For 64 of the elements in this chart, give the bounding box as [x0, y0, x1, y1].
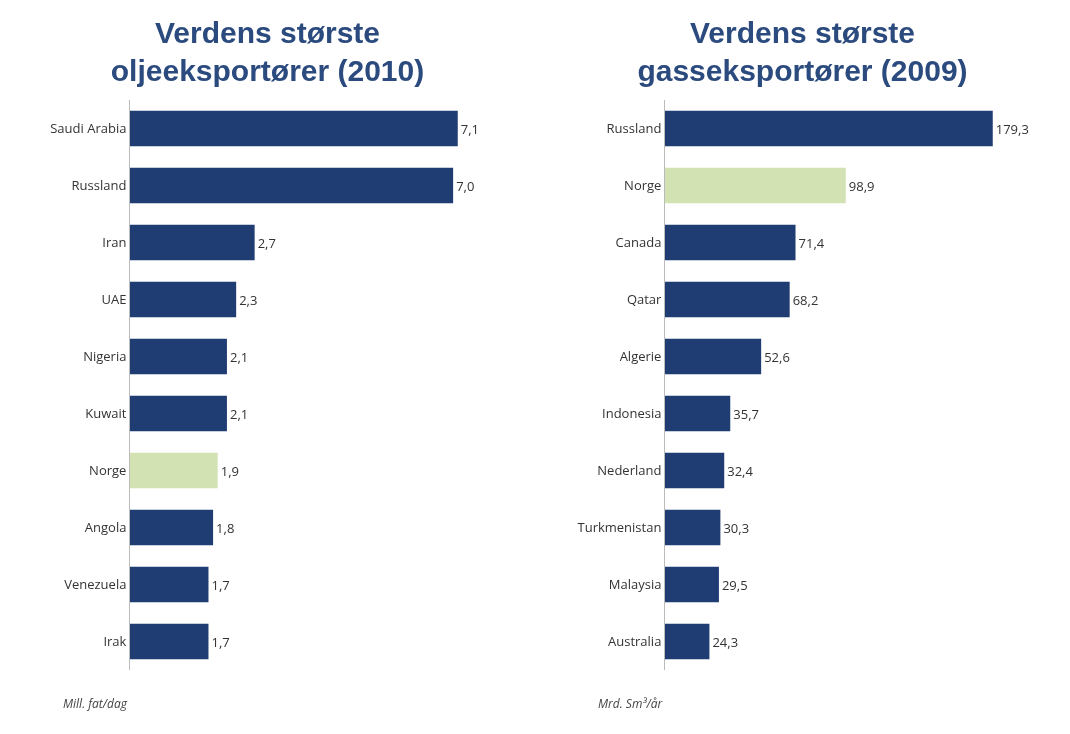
data-label: 7,0 [456, 176, 475, 195]
y-tick-label: Norge [89, 461, 127, 480]
y-tick-label: Canada [615, 233, 662, 252]
bar [665, 167, 846, 204]
bar [130, 167, 454, 204]
bar [130, 509, 214, 546]
data-label: 2,3 [239, 290, 258, 309]
data-label: 35,7 [733, 404, 759, 423]
bar [130, 224, 255, 261]
bar [665, 281, 790, 318]
bar [665, 110, 993, 147]
data-label: 71,4 [798, 233, 825, 252]
bar [665, 623, 710, 660]
bar [130, 566, 209, 603]
y-tick-label: Turkmenistan [577, 518, 662, 537]
data-label: 2,1 [229, 404, 249, 423]
y-tick-label: Irak [103, 632, 127, 651]
data-label: 1,7 [211, 632, 230, 651]
y-tick-label: Malaysia [608, 575, 662, 594]
y-tick-label: Algerie [619, 347, 662, 366]
chart-title: Verdens største oljeeksportører (2010) [109, 15, 426, 89]
data-label: 30,3 [723, 518, 750, 537]
data-label: 1,7 [211, 575, 230, 594]
bar [130, 338, 227, 375]
bar [130, 452, 218, 489]
bar [665, 509, 721, 546]
data-label: 179,3 [995, 119, 1029, 138]
data-label: 98,9 [848, 176, 875, 195]
data-label: 1,9 [220, 461, 239, 480]
y-tick-label: Iran [102, 233, 127, 252]
data-label: 2,7 [257, 233, 276, 252]
y-tick-label: Qatar [626, 290, 663, 309]
y-tick-label: Saudi Arabia [50, 119, 127, 138]
bar [665, 224, 796, 261]
y-tick-label: Kuwait [85, 404, 127, 423]
data-label: 24,3 [712, 632, 739, 651]
y-tick-label: Nigeria [83, 347, 127, 366]
y-tick-label: Norge [624, 176, 662, 195]
data-label: 68,2 [792, 290, 819, 309]
y-tick-label: Russland [71, 176, 127, 195]
y-tick-label: Russland [606, 119, 662, 138]
data-label: 52,6 [764, 347, 790, 366]
text: Mrd. Sm³/år [598, 695, 664, 712]
chart-title: Verdens største gasseksportører (2009) [636, 15, 969, 89]
text: Mill. fat/dag [63, 695, 128, 712]
data-label: 7,1 [460, 119, 479, 138]
bar [130, 281, 237, 318]
bar [665, 566, 719, 603]
bar [665, 452, 725, 489]
bar [130, 110, 458, 147]
bar [130, 623, 209, 660]
data-label: 1,8 [216, 518, 235, 537]
y-tick-label: Australia [608, 632, 662, 651]
y-tick-label: Angola [84, 518, 127, 537]
y-tick-label: Nederland [597, 461, 662, 480]
bar [130, 395, 227, 432]
data-label: 2,1 [229, 347, 249, 366]
y-tick-label: UAE [101, 290, 127, 309]
data-label: 32,4 [727, 461, 754, 480]
bar [665, 338, 762, 375]
data-label: 29,5 [721, 575, 748, 594]
y-tick-label: Venezuela [64, 575, 127, 594]
y-tick-label: Indonesia [602, 404, 662, 423]
bar [665, 395, 731, 432]
